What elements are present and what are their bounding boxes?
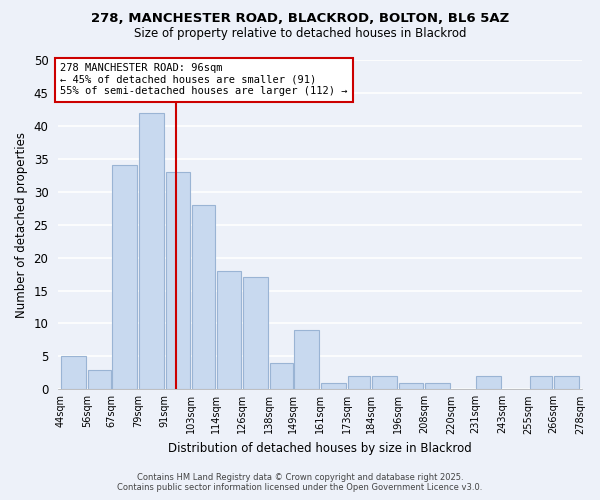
Bar <box>166 172 190 390</box>
Bar <box>425 382 450 390</box>
Bar <box>192 205 215 390</box>
Bar <box>61 356 86 390</box>
Bar <box>321 382 346 390</box>
Bar <box>398 382 424 390</box>
Text: Contains HM Land Registry data © Crown copyright and database right 2025.
Contai: Contains HM Land Registry data © Crown c… <box>118 473 482 492</box>
Text: 278 MANCHESTER ROAD: 96sqm
← 45% of detached houses are smaller (91)
55% of semi: 278 MANCHESTER ROAD: 96sqm ← 45% of deta… <box>61 64 348 96</box>
Bar <box>476 376 501 390</box>
Bar <box>347 376 370 390</box>
Bar <box>270 363 293 390</box>
Bar <box>139 112 164 390</box>
Y-axis label: Number of detached properties: Number of detached properties <box>15 132 28 318</box>
Bar <box>88 370 110 390</box>
Bar <box>217 271 241 390</box>
Bar <box>112 166 137 390</box>
Text: 278, MANCHESTER ROAD, BLACKROD, BOLTON, BL6 5AZ: 278, MANCHESTER ROAD, BLACKROD, BOLTON, … <box>91 12 509 26</box>
Bar <box>372 376 397 390</box>
X-axis label: Distribution of detached houses by size in Blackrod: Distribution of detached houses by size … <box>168 442 472 455</box>
Text: Size of property relative to detached houses in Blackrod: Size of property relative to detached ho… <box>134 28 466 40</box>
Bar <box>295 330 319 390</box>
Bar <box>554 376 579 390</box>
Bar <box>530 376 552 390</box>
Bar <box>243 278 268 390</box>
